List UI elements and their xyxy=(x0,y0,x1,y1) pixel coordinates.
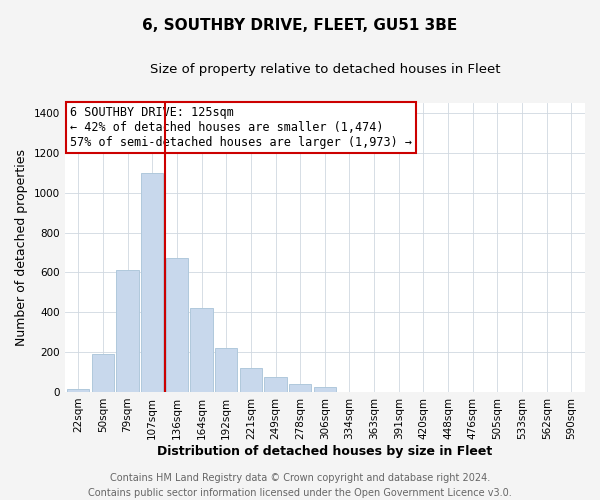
Bar xyxy=(67,389,89,392)
Bar xyxy=(92,354,114,392)
Title: Size of property relative to detached houses in Fleet: Size of property relative to detached ho… xyxy=(149,62,500,76)
Y-axis label: Number of detached properties: Number of detached properties xyxy=(15,149,28,346)
Text: Contains HM Land Registry data © Crown copyright and database right 2024.
Contai: Contains HM Land Registry data © Crown c… xyxy=(88,472,512,498)
Bar xyxy=(190,308,212,392)
Text: 6, SOUTHBY DRIVE, FLEET, GU51 3BE: 6, SOUTHBY DRIVE, FLEET, GU51 3BE xyxy=(142,18,458,32)
Bar xyxy=(314,386,336,392)
Bar xyxy=(289,384,311,392)
Bar xyxy=(141,173,163,392)
Bar xyxy=(215,348,237,392)
Bar xyxy=(166,258,188,392)
Bar xyxy=(240,368,262,392)
Bar xyxy=(265,377,287,392)
Text: 6 SOUTHBY DRIVE: 125sqm
← 42% of detached houses are smaller (1,474)
57% of semi: 6 SOUTHBY DRIVE: 125sqm ← 42% of detache… xyxy=(70,106,412,149)
X-axis label: Distribution of detached houses by size in Fleet: Distribution of detached houses by size … xyxy=(157,444,493,458)
Bar xyxy=(116,270,139,392)
